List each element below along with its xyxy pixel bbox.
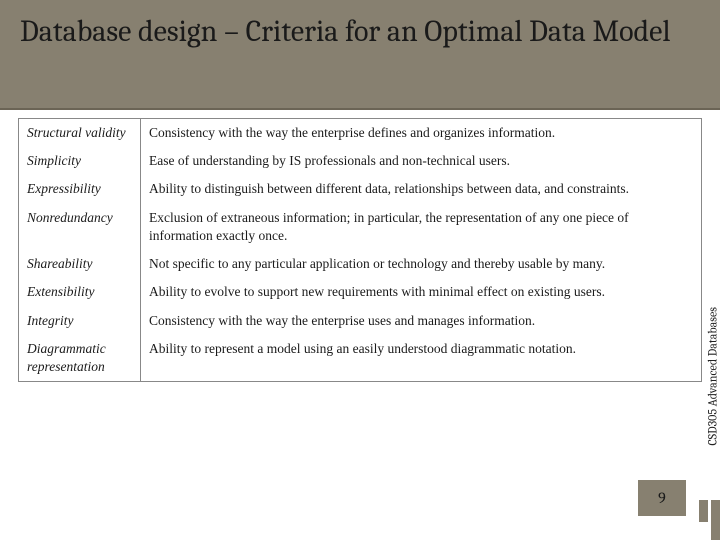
table-row: Integrity Consistency with the way the e…	[19, 307, 702, 335]
header-band: Database design – Criteria for an Optima…	[0, 0, 720, 110]
table-row: Nonredundancy Exclusion of extraneous in…	[19, 204, 702, 250]
criteria-definition: Ability to represent a model using an ea…	[141, 335, 702, 382]
page-number-box: 9	[638, 480, 686, 516]
criteria-definition: Consistency with the way the enterprise …	[141, 119, 702, 148]
criteria-definition: Ability to evolve to support new require…	[141, 278, 702, 306]
criteria-definition: Exclusion of extraneous information; in …	[141, 204, 702, 250]
course-label: CSD305 Advanced Databases	[705, 307, 719, 445]
criteria-table: Structural validity Consistency with the…	[18, 118, 702, 382]
table-row: Extensibility Ability to evolve to suppo…	[19, 278, 702, 306]
criteria-term: Nonredundancy	[19, 204, 141, 250]
content-area: Structural validity Consistency with the…	[0, 110, 720, 382]
criteria-definition: Ability to distinguish between different…	[141, 175, 702, 203]
criteria-term: Integrity	[19, 307, 141, 335]
criteria-term: Simplicity	[19, 147, 141, 175]
table-row: Diagrammatic representation Ability to r…	[19, 335, 702, 382]
corner-accent-icon	[696, 500, 720, 540]
table-row: Structural validity Consistency with the…	[19, 119, 702, 148]
criteria-term: Expressibility	[19, 175, 141, 203]
table-row: Simplicity Ease of understanding by IS p…	[19, 147, 702, 175]
criteria-term: Extensibility	[19, 278, 141, 306]
page-number: 9	[658, 489, 666, 507]
criteria-definition: Not specific to any particular applicati…	[141, 250, 702, 278]
criteria-definition: Ease of understanding by IS professional…	[141, 147, 702, 175]
criteria-term: Structural validity	[19, 119, 141, 148]
table-row: Expressibility Ability to distinguish be…	[19, 175, 702, 203]
page-title: Database design – Criteria for an Optima…	[20, 12, 700, 51]
table-row: Shareability Not specific to any particu…	[19, 250, 702, 278]
criteria-definition: Consistency with the way the enterprise …	[141, 307, 702, 335]
criteria-term: Shareability	[19, 250, 141, 278]
criteria-term: Diagrammatic representation	[19, 335, 141, 382]
